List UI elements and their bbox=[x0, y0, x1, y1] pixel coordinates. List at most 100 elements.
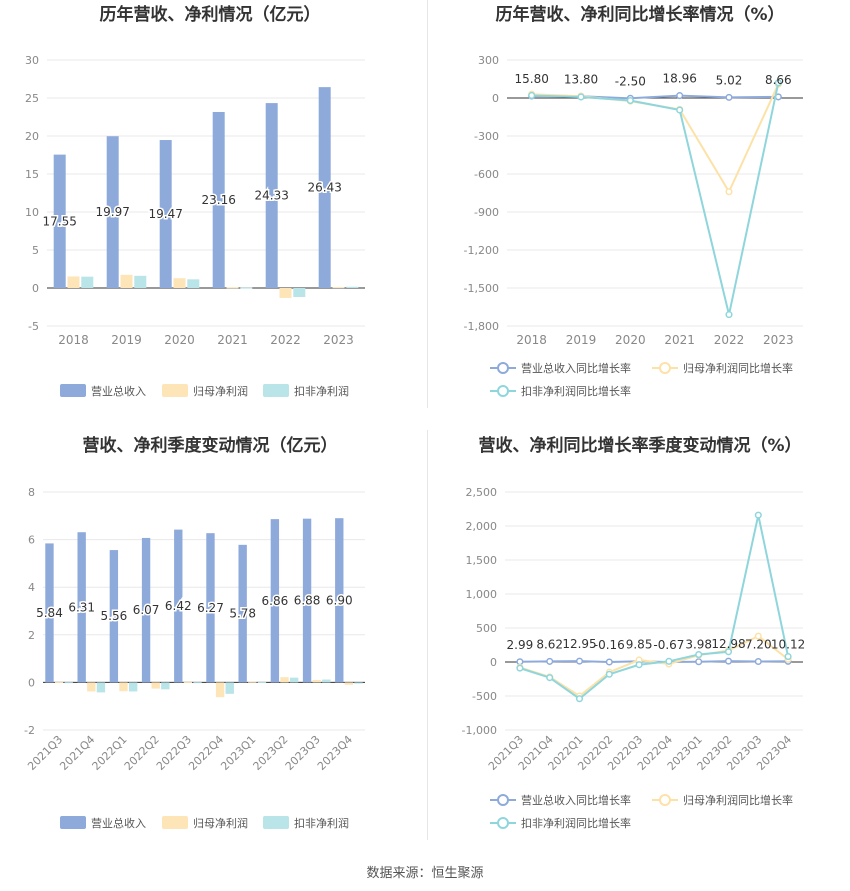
bar-data-label: 6.27 bbox=[197, 601, 224, 615]
bar-data-label: 24.33 bbox=[255, 189, 289, 203]
legend-label: 扣非净利润同比增长率 bbox=[521, 816, 631, 830]
bar-adj-net-profit bbox=[193, 682, 202, 684]
y-tick-label: 4 bbox=[28, 581, 35, 594]
legend-swatch bbox=[60, 384, 86, 397]
bar-revenue bbox=[106, 136, 119, 288]
bar-revenue bbox=[174, 529, 183, 683]
chart-title: 历年营收、净利情况（亿元） bbox=[100, 4, 321, 25]
bar-net-profit bbox=[332, 287, 345, 289]
bar-net-profit bbox=[173, 278, 186, 288]
point-data-label: 7.20 bbox=[745, 638, 772, 652]
bar-revenue bbox=[45, 543, 54, 683]
point-data-label: -2.50 bbox=[615, 74, 646, 88]
line-point bbox=[516, 658, 524, 666]
y-tick-label: 5 bbox=[32, 244, 39, 257]
point-data-label: -0.67 bbox=[653, 638, 684, 652]
y-tick-label: 1,000 bbox=[466, 588, 498, 601]
x-tick-label: 2023Q4 bbox=[315, 733, 355, 773]
line-point bbox=[724, 657, 733, 665]
bar-revenue bbox=[265, 103, 278, 288]
legend-label: 营业总收入同比增长率 bbox=[521, 793, 631, 807]
bar-net-profit bbox=[183, 681, 193, 683]
y-tick-label: -600 bbox=[474, 168, 499, 181]
y-tick-label: 0 bbox=[492, 92, 499, 105]
bar-data-label: 6.88 bbox=[294, 594, 321, 608]
bar-revenue bbox=[206, 533, 215, 683]
bar-data-label: 19.47 bbox=[149, 207, 183, 221]
bar-revenue bbox=[335, 518, 344, 683]
y-tick-label: 300 bbox=[478, 54, 499, 67]
y-tick-label: 0 bbox=[32, 282, 39, 295]
y-tick-label: -300 bbox=[474, 130, 499, 143]
legend-label: 扣非净利润 bbox=[294, 816, 349, 830]
line-point bbox=[605, 658, 613, 666]
bar-data-label: 6.86 bbox=[262, 594, 289, 608]
line-point bbox=[626, 96, 634, 105]
line-point bbox=[665, 657, 673, 665]
y-tick-label: -1,200 bbox=[464, 244, 499, 257]
legend-swatch bbox=[263, 816, 289, 829]
bar-revenue bbox=[212, 111, 225, 288]
point-data-label: 8.62 bbox=[536, 637, 563, 651]
bar-net-profit bbox=[87, 682, 96, 692]
line-point bbox=[725, 93, 733, 101]
y-tick-label: 0 bbox=[490, 656, 497, 669]
point-data-label: 18.96 bbox=[662, 72, 696, 86]
legend-marker bbox=[659, 362, 671, 374]
y-tick-label: 1,500 bbox=[466, 554, 498, 567]
x-tick-label: 2020 bbox=[164, 333, 195, 347]
point-data-label: 2.99 bbox=[507, 638, 534, 652]
bar-net-profit bbox=[279, 288, 292, 298]
legend-label: 扣非净利润同比增长率 bbox=[521, 384, 631, 398]
y-tick-label: 10 bbox=[25, 206, 39, 219]
x-tick-label: 2022 bbox=[270, 333, 301, 347]
bar-revenue bbox=[159, 140, 172, 288]
bar-adj-net-profit bbox=[187, 279, 200, 288]
legend-marker bbox=[659, 794, 671, 806]
bar-adj-net-profit bbox=[293, 288, 306, 297]
legend-label: 归母净利润 bbox=[193, 384, 248, 398]
bar-revenue bbox=[77, 532, 86, 683]
x-tick-label: 2019 bbox=[111, 333, 142, 347]
line-point bbox=[676, 92, 684, 100]
bar-data-label: 6.90 bbox=[326, 593, 353, 607]
bar-data-label: 19.97 bbox=[96, 205, 130, 219]
y-tick-label: -5 bbox=[28, 320, 39, 333]
chart-title: 营收、净利季度变动情况（亿元） bbox=[83, 435, 338, 456]
bar-revenue bbox=[238, 544, 247, 683]
bar-adj-net-profit bbox=[134, 275, 147, 288]
point-data-label: 13.80 bbox=[564, 72, 598, 86]
line-point bbox=[605, 670, 613, 678]
line-point bbox=[695, 650, 703, 659]
line-point bbox=[754, 511, 762, 519]
data-source-note: 数据来源：恒生聚源 bbox=[366, 866, 484, 881]
y-tick-label: 25 bbox=[25, 92, 39, 105]
bar-adj-net-profit bbox=[64, 682, 73, 684]
bar-data-label: 17.55 bbox=[43, 214, 77, 228]
bar-net-profit bbox=[54, 681, 64, 683]
bar-data-label: 5.84 bbox=[36, 606, 63, 620]
y-tick-label: 2,000 bbox=[466, 520, 498, 533]
point-data-label: 8.66 bbox=[765, 73, 792, 87]
bar-net-profit bbox=[248, 681, 257, 683]
point-data-label: -0.16 bbox=[594, 638, 625, 652]
bar-adj-net-profit bbox=[240, 287, 253, 289]
point-data-label: 12.95 bbox=[562, 637, 596, 651]
x-tick-label: 2020 bbox=[615, 333, 646, 347]
point-data-label: 10.12 bbox=[771, 637, 805, 651]
x-tick-label: 2023 bbox=[763, 333, 794, 347]
chart-panel-2: 历年营收、净利同比增长率情况（%） 300 0 -300 -600 -900 -1,200 -… bbox=[464, 4, 803, 398]
bar-adj-net-profit bbox=[354, 682, 363, 684]
y-tick-label: -2 bbox=[24, 724, 35, 737]
line-series-net-profit-growth bbox=[531, 83, 780, 194]
legend-swatch bbox=[263, 384, 289, 397]
line-series-adj-net-profit-growth bbox=[531, 82, 780, 315]
chart-title: 历年营收、净利同比增长率情况（%） bbox=[495, 4, 784, 25]
line-point bbox=[546, 657, 554, 665]
legend-label: 营业总收入 bbox=[91, 384, 146, 398]
line-point bbox=[754, 657, 762, 666]
y-tick-label: 30 bbox=[25, 54, 39, 67]
legend-swatch bbox=[60, 816, 86, 829]
bar-data-label: 6.07 bbox=[133, 603, 160, 617]
